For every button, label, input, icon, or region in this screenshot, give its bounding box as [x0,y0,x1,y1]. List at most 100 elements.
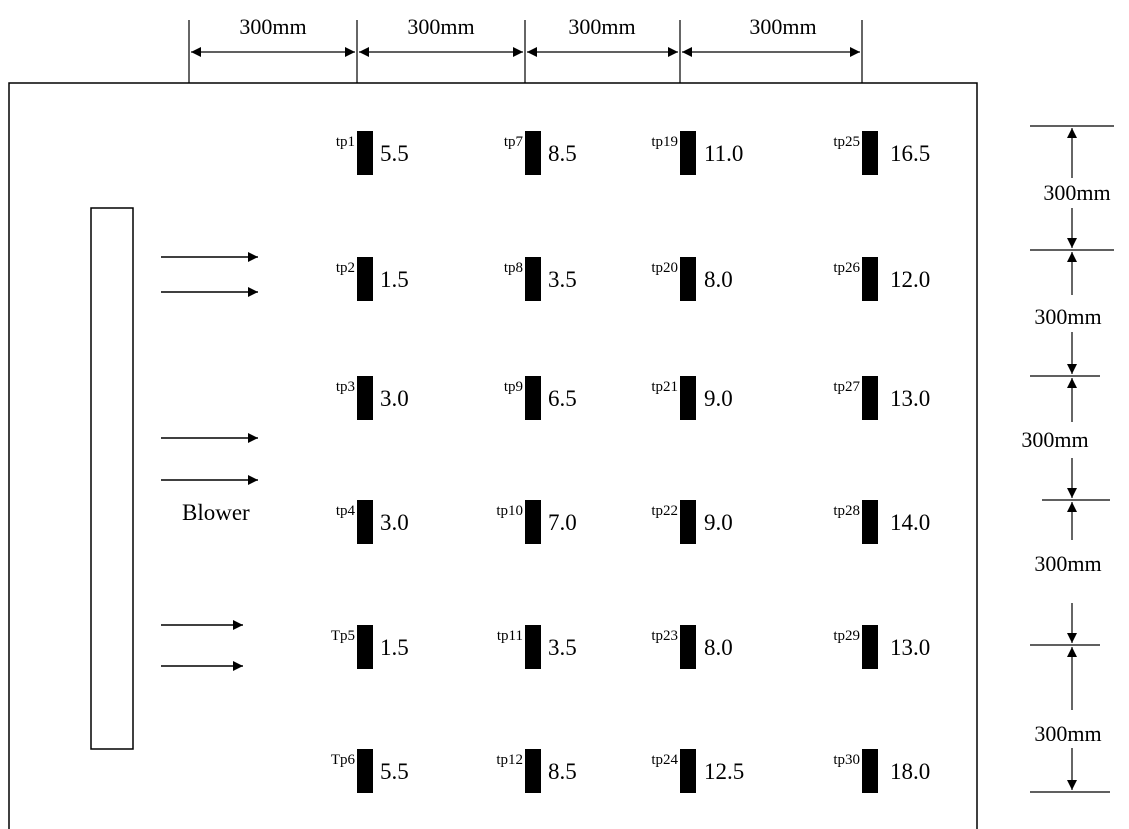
top-dimension-4: 300mm [749,14,816,39]
sensor-marker [357,131,373,175]
point-value: 8.5 [548,141,577,166]
point-value: 3.0 [380,386,409,411]
right-dimension-2: 300mm [1034,304,1101,329]
point-tag: tp29 [833,628,860,644]
point-value: 6.5 [548,386,577,411]
point-value: 8.0 [704,635,733,660]
point-tag: tp3 [336,379,355,395]
point-value: 5.5 [380,759,409,784]
point-value: 5.5 [380,141,409,166]
right-dimension-1: 300mm [1043,180,1110,205]
top-dimension-2: 300mm [407,14,474,39]
point-tag: tp7 [504,134,524,150]
measurement-point: tp7 8.5 [504,131,577,175]
measurement-point: tp12 8.5 [496,749,577,793]
point-tag: tp10 [496,503,523,519]
sensor-marker [525,131,541,175]
sensor-marker [862,749,878,793]
point-tag: Tp5 [331,628,355,644]
measurement-point: tp21 9.0 [651,376,733,420]
blower-unit [90,207,134,750]
measurement-point: tp3 3.0 [336,376,409,420]
point-tag: tp23 [651,628,678,644]
point-value: 7.0 [548,510,577,535]
point-tag: tp2 [336,260,355,276]
sensor-marker [357,376,373,420]
measurement-point: tp25 16.5 [833,131,930,175]
measurement-point: tp23 8.0 [651,625,733,669]
sensor-marker [357,749,373,793]
measurement-point: tp26 12.0 [833,257,930,301]
blower-label: Blower [182,500,250,525]
sensor-marker [357,500,373,544]
point-tag: tp9 [504,379,523,395]
point-value: 13.0 [890,386,930,411]
point-value: 1.5 [380,267,409,292]
measurement-point: tp28 14.0 [833,500,930,544]
point-value: 8.5 [548,759,577,784]
point-tag: tp22 [651,503,678,519]
point-value: 16.5 [890,141,930,166]
sensor-marker [525,749,541,793]
point-tag: tp12 [496,752,523,768]
sensor-marker [680,749,696,793]
point-tag: tp1 [336,134,355,150]
point-value: 11.0 [704,141,743,166]
sensor-marker [862,131,878,175]
sensor-marker [680,131,696,175]
point-value: 14.0 [890,510,930,535]
point-value: 3.0 [380,510,409,535]
airflow-arrows [161,252,258,671]
measurement-point: tp2 1.5 [336,257,409,301]
sensor-marker [862,257,878,301]
point-value: 13.0 [890,635,930,660]
point-tag: tp21 [651,379,678,395]
point-tag: tp27 [833,379,860,395]
point-tag: tp28 [833,503,860,519]
point-value: 3.5 [548,267,577,292]
right-dimension-3: 300mm [1021,427,1088,452]
right-dimension-5: 300mm [1034,721,1101,746]
top-dimension-line [188,20,863,83]
measurement-point: tp22 9.0 [651,500,733,544]
measurement-point: tp9 6.5 [504,376,577,420]
point-value: 8.0 [704,267,733,292]
top-dimension-1: 300mm [239,14,306,39]
point-tag: tp20 [651,260,678,276]
measurement-point: tp29 13.0 [833,625,930,669]
point-tag: tp4 [336,503,356,519]
point-value: 12.0 [890,267,930,292]
chamber-outline [8,82,978,829]
measurement-point: tp4 3.0 [336,500,409,544]
sensor-marker [525,625,541,669]
sensor-marker [357,257,373,301]
point-tag: tp30 [833,752,860,768]
measurement-point: tp1 5.5 [336,131,409,175]
right-dimension-line [1030,125,1114,793]
measurement-points: tp1 5.5 tp2 1.5 tp3 3.0 tp4 3.0 Tp5 1.5 Tp6 5.5 tp7 8… [331,131,930,793]
point-tag: tp25 [833,134,860,150]
sensor-marker [862,625,878,669]
point-value: 18.0 [890,759,930,784]
measurement-point: tp27 13.0 [833,376,930,420]
sensor-marker [680,376,696,420]
measurement-point: tp8 3.5 [504,257,577,301]
point-tag: tp26 [833,260,860,276]
sensor-marker [862,500,878,544]
sensor-marker [680,625,696,669]
right-dimension-4: 300mm [1034,551,1101,576]
sensor-marker [862,376,878,420]
sensor-marker [525,500,541,544]
point-tag: tp11 [497,628,523,644]
measurement-point: tp20 8.0 [651,257,733,301]
measurement-point: tp11 3.5 [497,625,577,669]
sensor-marker [525,376,541,420]
point-tag: tp24 [651,752,678,768]
measurement-point: tp30 18.0 [833,749,930,793]
point-value: 1.5 [380,635,409,660]
point-value: 9.0 [704,386,733,411]
point-tag: tp8 [504,260,523,276]
measurement-point: tp24 12.5 [651,749,744,793]
measurement-point: tp10 7.0 [496,500,577,544]
point-value: 12.5 [704,759,744,784]
